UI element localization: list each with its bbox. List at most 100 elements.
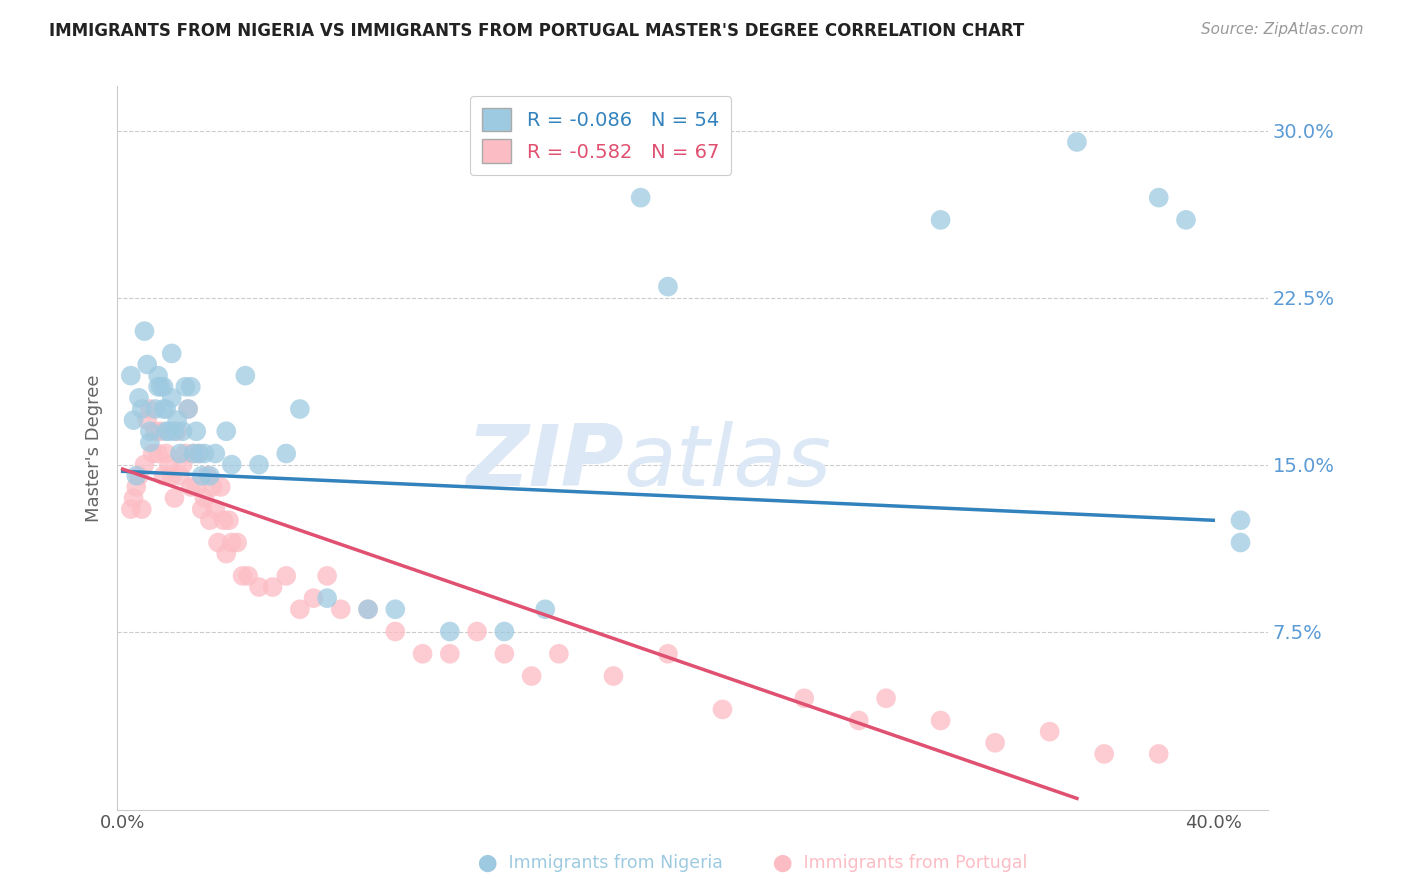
- Point: [188, 446, 211, 460]
- Point: [602, 669, 624, 683]
- Point: [357, 602, 380, 616]
- Point: [183, 446, 205, 460]
- Point: [188, 446, 211, 460]
- Point: [146, 446, 169, 460]
- Point: [163, 491, 186, 505]
- Point: [160, 391, 183, 405]
- Point: [128, 391, 150, 405]
- Point: [155, 424, 177, 438]
- Point: [329, 602, 352, 616]
- Point: [186, 424, 208, 438]
- Point: [166, 424, 188, 438]
- Point: [195, 468, 218, 483]
- Point: [157, 458, 180, 472]
- Point: [1039, 724, 1062, 739]
- Point: [146, 368, 169, 383]
- Text: ⬤  Immigrants from Nigeria: ⬤ Immigrants from Nigeria: [478, 855, 723, 872]
- Text: Source: ZipAtlas.com: Source: ZipAtlas.com: [1201, 22, 1364, 37]
- Point: [204, 502, 226, 516]
- Point: [157, 424, 180, 438]
- Point: [494, 624, 516, 639]
- Point: [465, 624, 488, 639]
- Point: [1229, 513, 1251, 527]
- Point: [1092, 747, 1115, 761]
- Point: [1066, 135, 1088, 149]
- Point: [177, 402, 200, 417]
- Point: [247, 458, 270, 472]
- Point: [657, 647, 679, 661]
- Point: [262, 580, 284, 594]
- Point: [186, 480, 208, 494]
- Text: ⬤  Immigrants from Portugal: ⬤ Immigrants from Portugal: [773, 855, 1028, 872]
- Point: [929, 212, 952, 227]
- Point: [169, 446, 191, 460]
- Point: [204, 446, 226, 460]
- Point: [657, 279, 679, 293]
- Y-axis label: Master's Degree: Master's Degree: [86, 375, 103, 522]
- Point: [172, 424, 194, 438]
- Point: [226, 535, 249, 549]
- Point: [143, 424, 166, 438]
- Point: [357, 602, 380, 616]
- Point: [152, 402, 174, 417]
- Point: [534, 602, 557, 616]
- Point: [384, 602, 406, 616]
- Point: [212, 513, 235, 527]
- Point: [520, 669, 543, 683]
- Point: [128, 468, 150, 483]
- Point: [131, 502, 153, 516]
- Point: [143, 402, 166, 417]
- Point: [198, 468, 221, 483]
- Point: [120, 502, 142, 516]
- Point: [221, 535, 243, 549]
- Point: [276, 446, 298, 460]
- Point: [1175, 212, 1198, 227]
- Point: [288, 602, 311, 616]
- Point: [120, 368, 142, 383]
- Point: [302, 591, 325, 606]
- Text: atlas: atlas: [623, 421, 831, 504]
- Point: [142, 446, 165, 460]
- Point: [155, 446, 177, 460]
- Point: [134, 324, 156, 338]
- Point: [439, 624, 461, 639]
- Point: [139, 435, 162, 450]
- Point: [412, 647, 434, 661]
- Point: [1147, 191, 1170, 205]
- Point: [198, 513, 221, 527]
- Point: [160, 346, 183, 360]
- Point: [247, 580, 270, 594]
- Point: [232, 569, 254, 583]
- Point: [316, 569, 339, 583]
- Point: [122, 413, 145, 427]
- Point: [125, 480, 148, 494]
- Point: [288, 402, 311, 417]
- Point: [193, 491, 215, 505]
- Point: [630, 191, 652, 205]
- Point: [125, 468, 148, 483]
- Point: [848, 714, 870, 728]
- Point: [134, 458, 156, 472]
- Text: IMMIGRANTS FROM NIGERIA VS IMMIGRANTS FROM PORTUGAL MASTER'S DEGREE CORRELATION : IMMIGRANTS FROM NIGERIA VS IMMIGRANTS FR…: [49, 22, 1025, 40]
- Point: [494, 647, 516, 661]
- Point: [233, 368, 256, 383]
- Point: [169, 468, 191, 483]
- Point: [155, 402, 177, 417]
- Point: [174, 380, 197, 394]
- Point: [190, 468, 212, 483]
- Point: [929, 714, 952, 728]
- Point: [875, 691, 897, 706]
- Point: [183, 446, 205, 460]
- Point: [209, 480, 232, 494]
- Point: [221, 458, 243, 472]
- Point: [139, 424, 162, 438]
- Point: [146, 380, 169, 394]
- Point: [384, 624, 406, 639]
- Point: [136, 358, 159, 372]
- Point: [316, 591, 339, 606]
- Point: [122, 491, 145, 505]
- Point: [160, 468, 183, 483]
- Point: [180, 480, 202, 494]
- Point: [793, 691, 815, 706]
- Point: [984, 736, 1007, 750]
